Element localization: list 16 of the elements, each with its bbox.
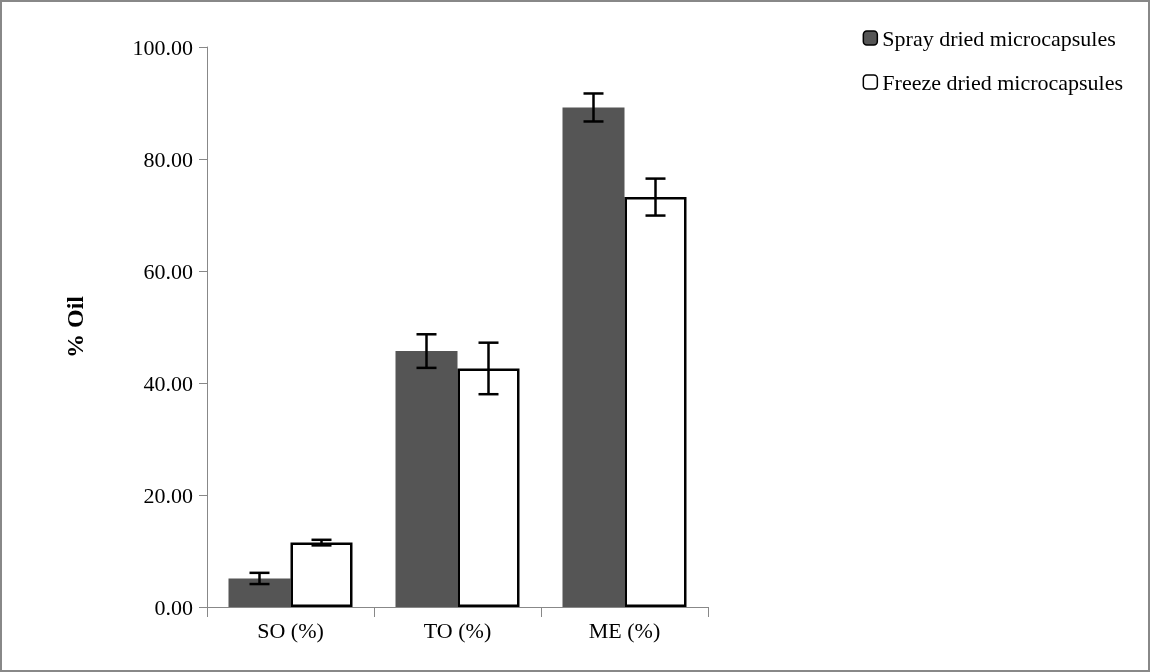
y-tick-label: 40.00	[143, 370, 193, 396]
legend-label: Spray dried microcapsules	[882, 25, 1116, 51]
legend-label: Freeze dried microcapsules	[882, 69, 1123, 95]
y-tick-label: 100.00	[132, 34, 193, 60]
y-tick-label: 80.00	[143, 146, 193, 172]
bar	[228, 578, 291, 607]
bar	[395, 351, 458, 607]
x-tick-label: SO (%)	[257, 617, 324, 643]
y-tick-label: 60.00	[143, 258, 193, 284]
y-axis-title: % Oil	[62, 295, 88, 359]
y-tick-label: 0.00	[154, 594, 193, 620]
x-tick-label: ME (%)	[588, 617, 661, 643]
bar	[290, 542, 353, 607]
bar	[562, 107, 625, 607]
y-tick-label: 20.00	[143, 482, 193, 508]
x-tick-label: TO (%)	[423, 617, 492, 643]
